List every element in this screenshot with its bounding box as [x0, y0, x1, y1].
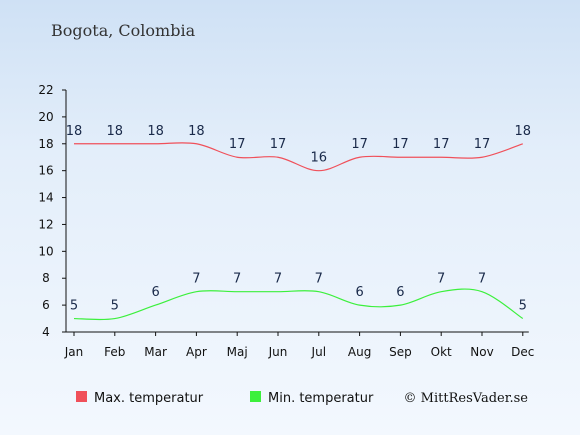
data-label-min: 6	[151, 285, 159, 300]
data-label-min: 7	[233, 272, 241, 287]
data-label-max: 18	[147, 124, 164, 139]
data-label-max: 17	[392, 137, 409, 152]
legend-swatch-max	[76, 391, 87, 402]
x-tick-label: Dec	[511, 345, 534, 359]
legend-label-max: Max. temperatur	[94, 391, 204, 406]
data-label-min: 5	[519, 299, 527, 314]
y-tick-label: 18	[38, 137, 53, 151]
x-tick-label: Feb	[104, 345, 125, 359]
data-label-min: 7	[437, 272, 445, 287]
data-label-max: 18	[188, 124, 205, 139]
data-label-min: 7	[478, 272, 486, 287]
axes: 4 6 8 10 12 14 16 18 20 22 Jan Feb Mar Apr Maj Jun Jul Au…	[38, 83, 534, 359]
y-tick-label: 22	[38, 83, 53, 97]
credit-text: © MittResVader.se	[404, 391, 529, 406]
data-label-min: 7	[315, 272, 323, 287]
data-label-min: 7	[192, 272, 200, 287]
x-tick-label: Jun	[268, 345, 288, 359]
series-line-min	[73, 288, 524, 321]
data-label-max: 17	[474, 137, 491, 152]
data-label-max: 16	[311, 151, 328, 166]
data-label-min: 6	[396, 285, 404, 300]
x-tick-label: Mar	[144, 345, 167, 359]
data-label-min: 7	[274, 272, 282, 287]
data-label-max: 17	[229, 137, 246, 152]
y-tick-label: 12	[38, 217, 53, 231]
legend-label-min: Min. temperatur	[268, 391, 374, 406]
data-label-max: 17	[433, 137, 450, 152]
y-tick-label: 14	[38, 191, 53, 205]
data-label-min: 5	[111, 299, 119, 314]
data-label-max: 17	[270, 137, 287, 152]
legend: Max. temperatur Min. temperatur	[76, 391, 374, 406]
data-label-max: 17	[351, 137, 368, 152]
series-line-max	[73, 142, 523, 172]
y-tick-label: 10	[38, 244, 53, 258]
y-tick-label: 4	[42, 325, 50, 339]
chart-title: Bogota, Colombia	[51, 21, 196, 40]
data-label-max: 18	[107, 124, 124, 139]
legend-swatch-min	[250, 391, 261, 402]
x-tick-label: Jul	[311, 345, 326, 359]
y-tick-label: 16	[38, 164, 53, 178]
series-lines	[73, 142, 524, 321]
x-tick-label: Apr	[186, 345, 207, 359]
data-label-min: 6	[355, 285, 363, 300]
x-tick-label: Aug	[348, 345, 371, 359]
x-tick-label: Jan	[64, 345, 84, 359]
data-label-max: 18	[66, 124, 83, 139]
y-tick-label: 8	[42, 271, 50, 285]
y-tick-label: 20	[38, 110, 53, 124]
data-labels: 18 18 18 18 17 17 16 17 17 17 17 18 5 5 6 7 7 7 7 6 6 7 7 5	[66, 124, 531, 314]
x-tick-label: Okt	[431, 345, 452, 359]
data-label-max: 18	[515, 124, 532, 139]
x-tick-label: Maj	[227, 345, 248, 359]
x-tick-label: Nov	[470, 345, 493, 359]
data-label-min: 5	[70, 299, 78, 314]
x-tick-label: Sep	[389, 345, 412, 359]
y-tick-label: 6	[42, 298, 50, 312]
